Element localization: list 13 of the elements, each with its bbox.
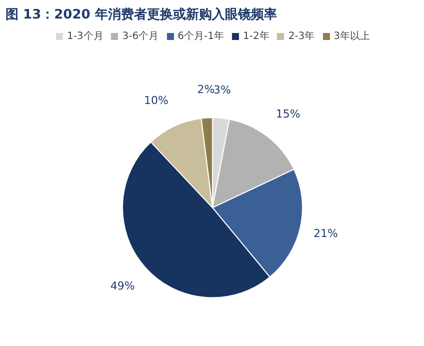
data-label: 49% xyxy=(110,279,135,292)
legend-label: 3-6个月 xyxy=(122,30,159,43)
legend-label: 2-3年 xyxy=(288,30,315,43)
legend-label: 3年以上 xyxy=(334,30,370,43)
data-label: 3% xyxy=(214,83,231,96)
data-label: 21% xyxy=(314,226,338,240)
data-label: 15% xyxy=(276,108,300,121)
legend-label: 6个月-1年 xyxy=(178,30,224,43)
data-label: 2% xyxy=(197,83,215,96)
chart-title: 图 13：2020 年消费者更换或新购入眼镜频率 xyxy=(6,6,277,22)
legend-label: 1-2年 xyxy=(242,30,270,43)
legend-label: 1-3个月 xyxy=(66,30,104,43)
data-label: 10% xyxy=(144,94,168,108)
